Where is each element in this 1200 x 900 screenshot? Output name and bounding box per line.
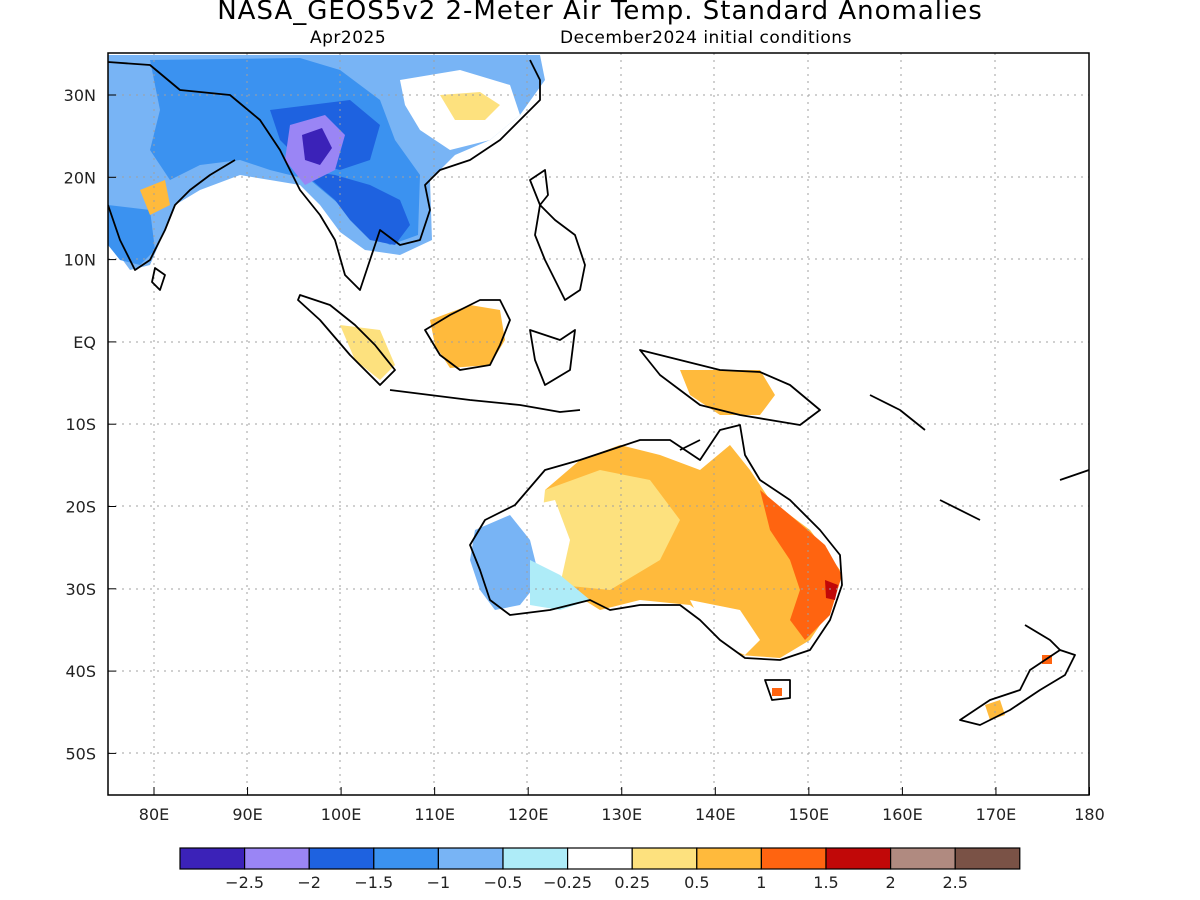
lon-tick-label: 120E <box>508 805 549 824</box>
lat-tick-label: 20S <box>65 498 96 517</box>
colorbar-label: 2.5 <box>942 873 967 892</box>
new-guinea-warm <box>680 370 775 415</box>
tasmania-warm <box>772 688 782 696</box>
colorbar-label: 1.5 <box>813 873 838 892</box>
colorbar-swatch <box>760 847 827 870</box>
colorbar-swatch <box>631 847 698 870</box>
sumatra-warm <box>340 325 395 380</box>
colorbar: −2.5 −2 −1.5 −1 −0.5 −0.25 0.25 0.5 1 1.5 2 2.5 <box>179 847 1021 892</box>
colorbar-swatch <box>179 847 246 870</box>
colorbar-swatch <box>566 847 633 870</box>
australia-west-cold <box>470 515 540 610</box>
colorbar-swatch <box>308 847 375 870</box>
longitude-axis: 80E 90E 100E 110E 120E 130E 140E 150E 160E 170E 18… <box>139 787 1105 824</box>
borneo-warm <box>430 305 505 368</box>
lon-tick-label: 160E <box>882 805 923 824</box>
colorbar-label: 2 <box>886 873 896 892</box>
lat-tick-label: 30S <box>65 580 96 599</box>
lat-tick-label: 10S <box>65 415 96 434</box>
india-warm <box>140 180 170 215</box>
grid-lines <box>108 53 1089 795</box>
indochina-cold-anomaly <box>300 170 410 245</box>
australia-west-mild <box>540 470 680 590</box>
lon-tick-label: 80E <box>139 805 169 824</box>
lon-tick-label: 140E <box>695 805 736 824</box>
lat-tick-label: 10N <box>64 251 96 270</box>
australia-east-hot <box>760 490 842 640</box>
colorbar-label: −0.5 <box>484 873 523 892</box>
colorbar-label: −1.5 <box>354 873 393 892</box>
colorbar-swatch <box>502 847 569 870</box>
colorbar-swatch <box>825 847 892 870</box>
colorbar-swatch <box>889 847 956 870</box>
lon-tick-label: 90E <box>232 805 262 824</box>
colorbar-label: 0.25 <box>614 873 650 892</box>
india-cold <box>108 205 155 265</box>
colorbar-label: 0.5 <box>684 873 709 892</box>
lon-tick-label: 150E <box>789 805 830 824</box>
australia-west-cool <box>530 560 590 610</box>
lon-tick-label: 100E <box>321 805 362 824</box>
latitude-axis: 30N 20N 10N EQ 10S 20S 30S 40S 50S <box>64 86 116 763</box>
colorbar-label: −0.25 <box>543 873 592 892</box>
australia-south-neutral <box>690 600 760 655</box>
china-warm-patch <box>440 92 500 120</box>
colorbar-label: −2.5 <box>225 873 264 892</box>
anomaly-fields <box>108 55 1052 720</box>
lon-tick-label: 110E <box>414 805 455 824</box>
lon-tick-label: 170E <box>976 805 1017 824</box>
colorbar-swatch <box>437 847 504 870</box>
myanmar-extreme-core <box>302 128 332 165</box>
colorbar-swatch <box>373 847 439 870</box>
lat-tick-label: 50S <box>65 744 96 763</box>
colorbar-swatch <box>244 847 310 870</box>
forecast-month: Apr2025 <box>310 28 387 48</box>
colorbar-label: −2 <box>297 873 321 892</box>
colorbar-label: 1 <box>756 873 766 892</box>
lat-tick-label: 20N <box>64 168 96 187</box>
lat-tick-label: 40S <box>65 662 96 681</box>
australia-east-extreme <box>825 580 838 600</box>
initial-conditions-label: December2024 initial conditions <box>560 28 852 48</box>
lat-tick-label: 30N <box>64 86 96 105</box>
coastlines <box>108 59 1089 726</box>
lat-tick-label: EQ <box>73 333 96 352</box>
colorbar-swatch <box>954 847 1021 870</box>
colorbar-label: −1 <box>427 873 451 892</box>
lon-tick-label: 180 <box>1074 805 1105 824</box>
colorbar-swatch <box>696 847 762 870</box>
chart-title: NASA_GEOS5v2 2-Meter Air Temp. Standard … <box>217 0 983 26</box>
lon-tick-label: 130E <box>601 805 642 824</box>
